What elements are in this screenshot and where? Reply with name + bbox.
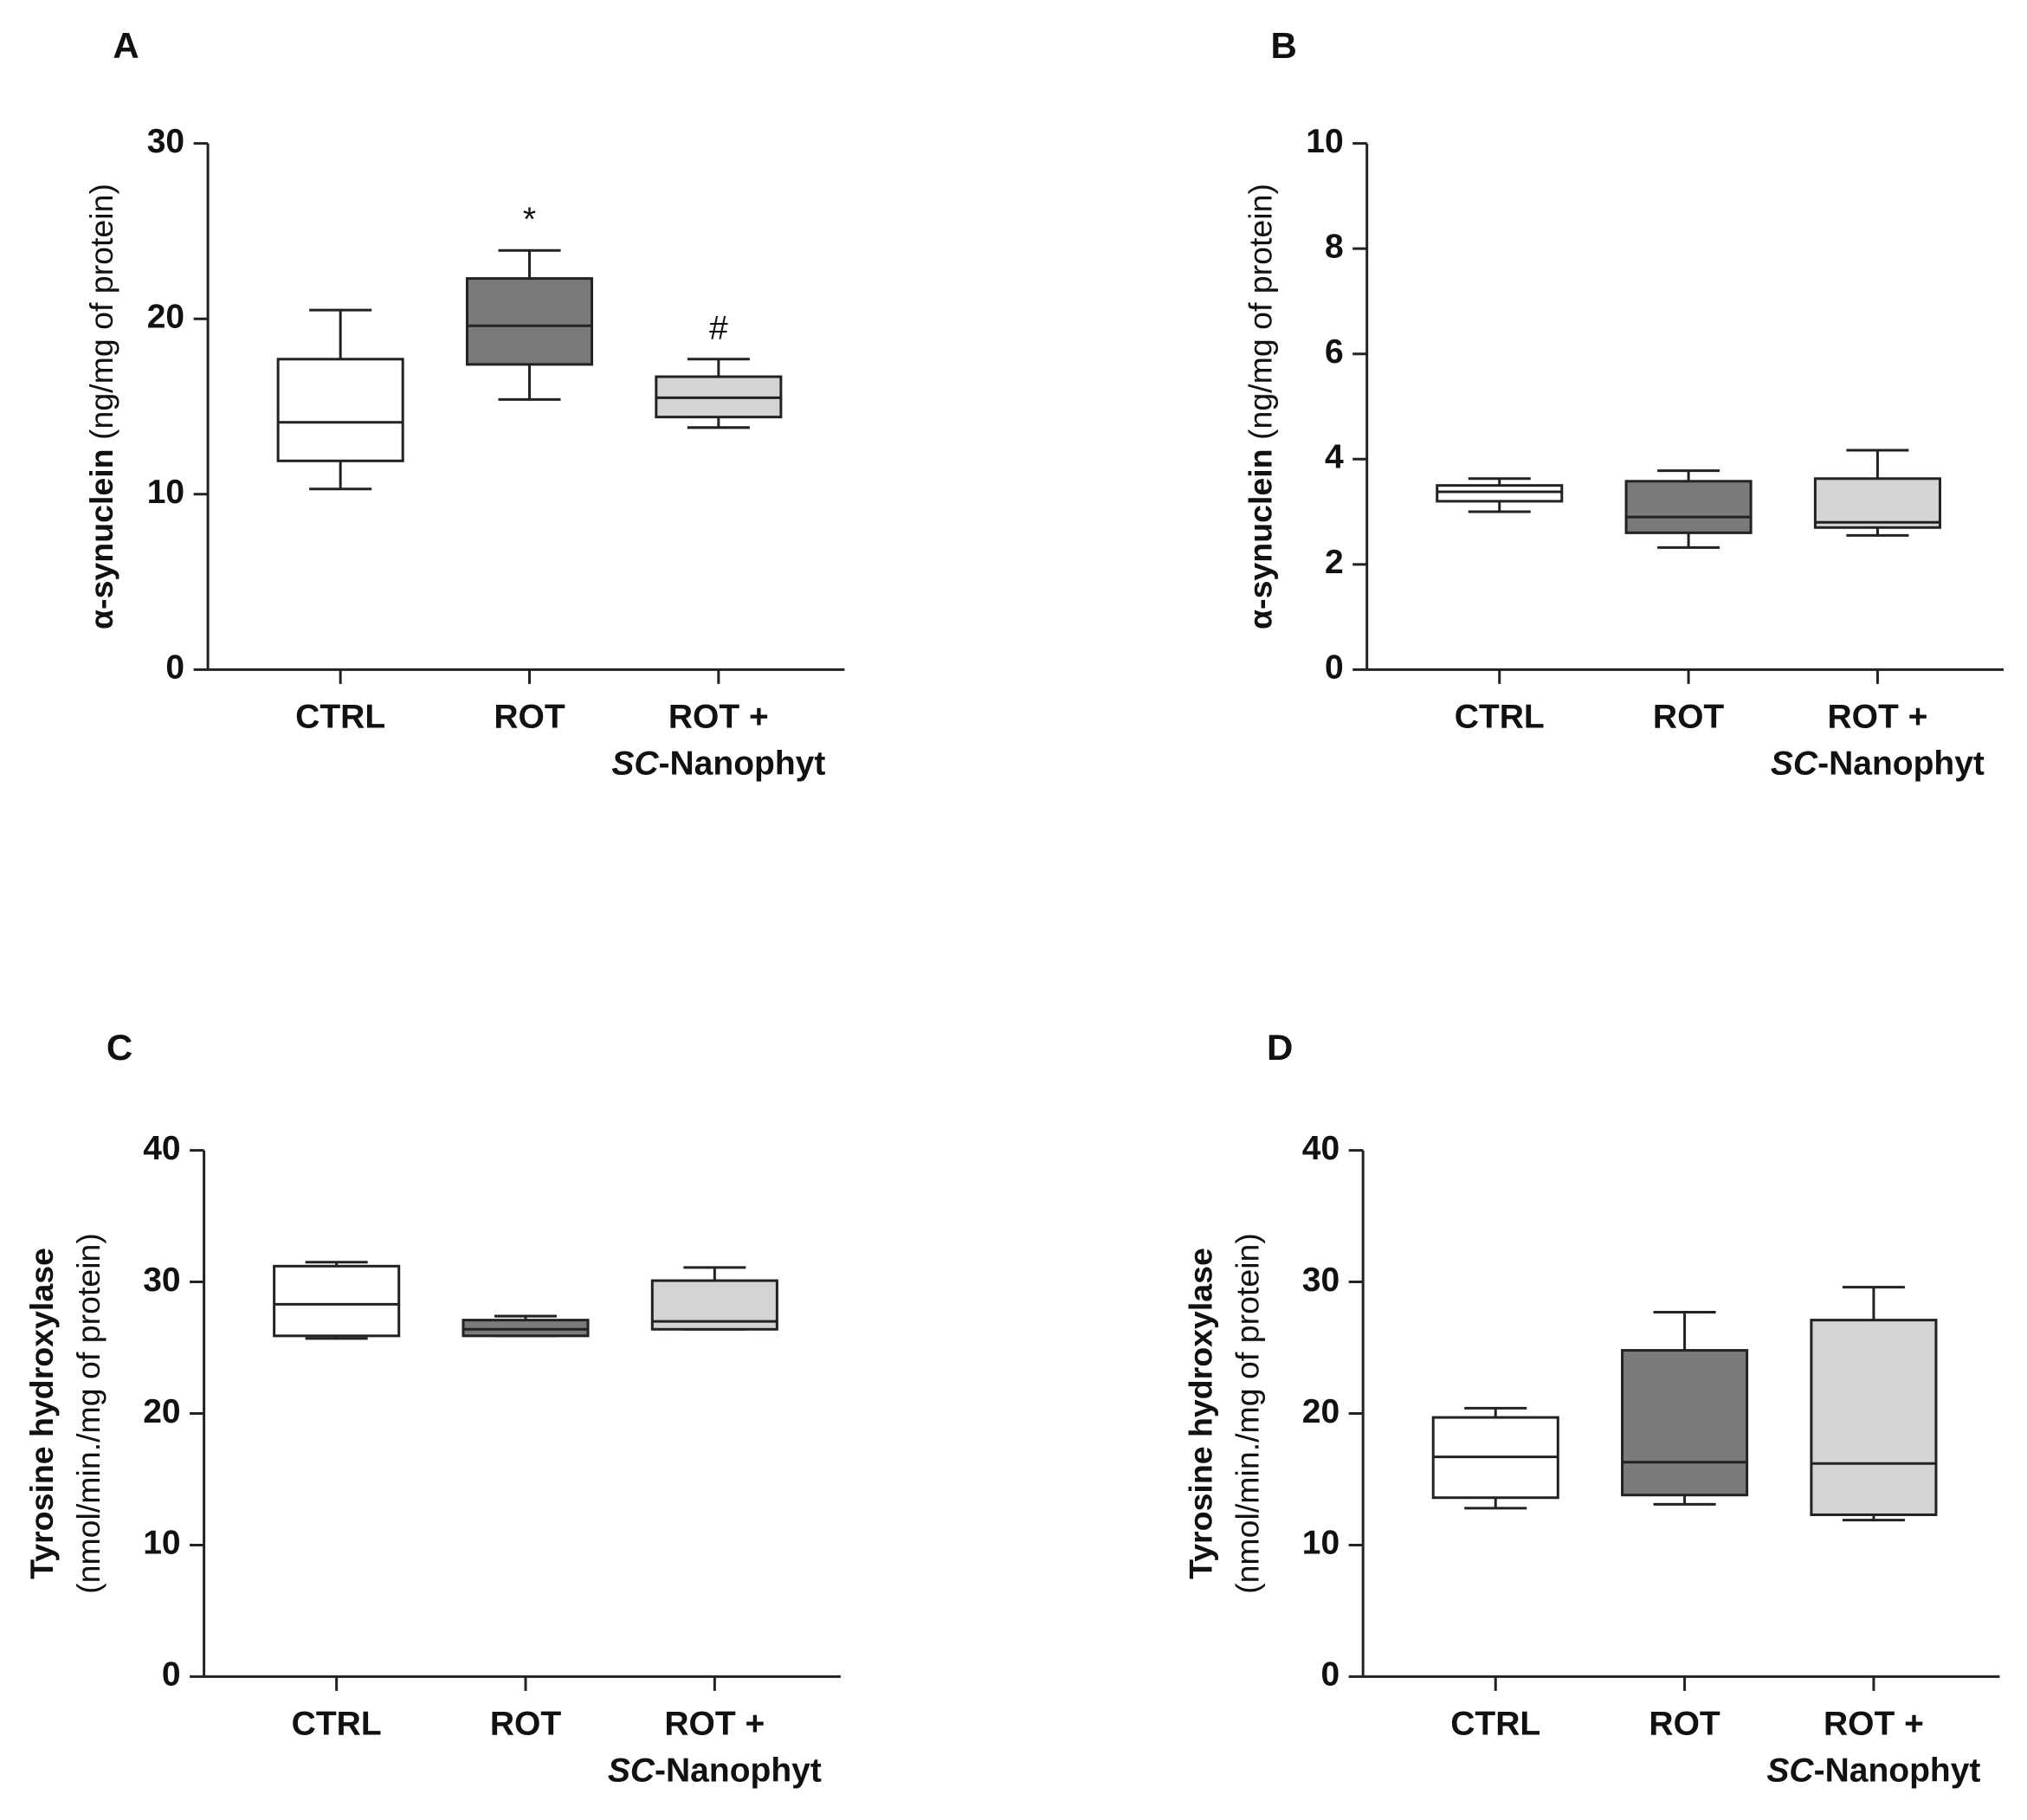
y-tick-label: 20 (147, 299, 184, 336)
x-tick-label: SC-Nanophyt (1771, 745, 1985, 783)
panel-label: B (1270, 25, 1296, 66)
y-axis-label: α-synuclein (ng/mg of protein) (1243, 184, 1279, 629)
y-tick-label: 0 (1320, 1656, 1339, 1694)
x-tick-label: SC-Nanophyt (611, 745, 825, 783)
box (1624, 480, 1753, 534)
x-tick-label-rest: -Nanophyt (1817, 745, 1985, 783)
x-tick-label-italic: SC (1766, 1752, 1814, 1790)
x-tick-label: CTRL (295, 699, 385, 736)
y-tick-label: 10 (1302, 1525, 1339, 1562)
y-axis-label: α-synuclein (ng/mg of protein) (83, 184, 119, 629)
x-tick-label: ROT (1653, 699, 1725, 736)
y-tick-label: 4 (1325, 439, 1344, 476)
x-tick-label: ROT + (1827, 699, 1927, 736)
panel-label: A (113, 25, 139, 66)
y-tick-label: 0 (162, 1656, 181, 1694)
y-tick-label: 40 (1302, 1130, 1339, 1167)
x-tick-label: ROT (494, 699, 565, 736)
y-tick-label: 6 (1325, 333, 1344, 371)
box (1436, 484, 1564, 503)
x-tick-label: ROT + (1824, 1706, 1924, 1743)
x-tick-label: CTRL (292, 1706, 382, 1743)
x-tick-label-italic: SC (608, 1752, 655, 1790)
box (1810, 1319, 1938, 1516)
y-tick-label: 10 (1306, 123, 1343, 160)
y-axis-label-unit: (ng/mg of protein) (1243, 184, 1279, 449)
y-tick-label: 30 (147, 123, 184, 160)
x-tick-label: CTRL (1450, 1706, 1540, 1743)
y-tick-label: 40 (143, 1130, 180, 1167)
box (465, 277, 594, 366)
box (1621, 1349, 1749, 1497)
x-tick-label: ROT (490, 1706, 562, 1743)
panel-label: C (107, 1027, 132, 1068)
x-tick-label-italic: SC (611, 745, 659, 783)
y-tick-label: 30 (1302, 1262, 1339, 1299)
y-tick-label: 20 (143, 1393, 180, 1430)
box (273, 1264, 401, 1338)
y-axis-label: Tyrosine hydroxylase (1182, 1248, 1218, 1579)
y-axis-label-bold: α-synuclein (83, 449, 119, 629)
x-tick-label-rest: -Nanophyt (1814, 1752, 1981, 1790)
y-axis-label: Tyrosine hydroxylase (23, 1248, 60, 1579)
y-tick-label: 0 (165, 649, 184, 687)
x-tick-label: SC-Nanophyt (608, 1752, 822, 1790)
y-tick-label: 2 (1325, 544, 1344, 581)
x-tick-label-rest: -Nanophyt (655, 1752, 822, 1790)
y-tick-label: 10 (143, 1525, 180, 1562)
annotation: * (523, 201, 536, 238)
x-tick-label: CTRL (1455, 699, 1545, 736)
x-tick-label-italic: SC (1771, 745, 1818, 783)
y-tick-label: 20 (1302, 1393, 1339, 1430)
y-tick-label: 8 (1325, 228, 1344, 265)
y-axis-label-unit: (ng/mg of protein) (83, 184, 119, 449)
box (1813, 477, 1941, 529)
x-tick-label-rest: -Nanophyt (659, 745, 826, 783)
x-tick-label: ROT (1649, 1706, 1720, 1743)
box (276, 358, 404, 462)
annotation: # (709, 310, 728, 347)
y-tick-label: 30 (143, 1262, 180, 1299)
y-tick-label: 10 (147, 474, 184, 511)
y-axis-label-unit: (nmol/min./mg of protein) (1230, 1233, 1266, 1594)
panel-label: D (1267, 1027, 1293, 1068)
x-tick-label: SC-Nanophyt (1766, 1752, 1980, 1790)
y-tick-label: 0 (1325, 649, 1344, 687)
y-axis-label-bold: α-synuclein (1243, 449, 1279, 629)
x-tick-label: ROT + (668, 699, 769, 736)
box (462, 1319, 590, 1338)
y-axis-label-unit: (nmol/min./mg of protein) (70, 1233, 107, 1594)
x-tick-label: ROT + (664, 1706, 765, 1743)
